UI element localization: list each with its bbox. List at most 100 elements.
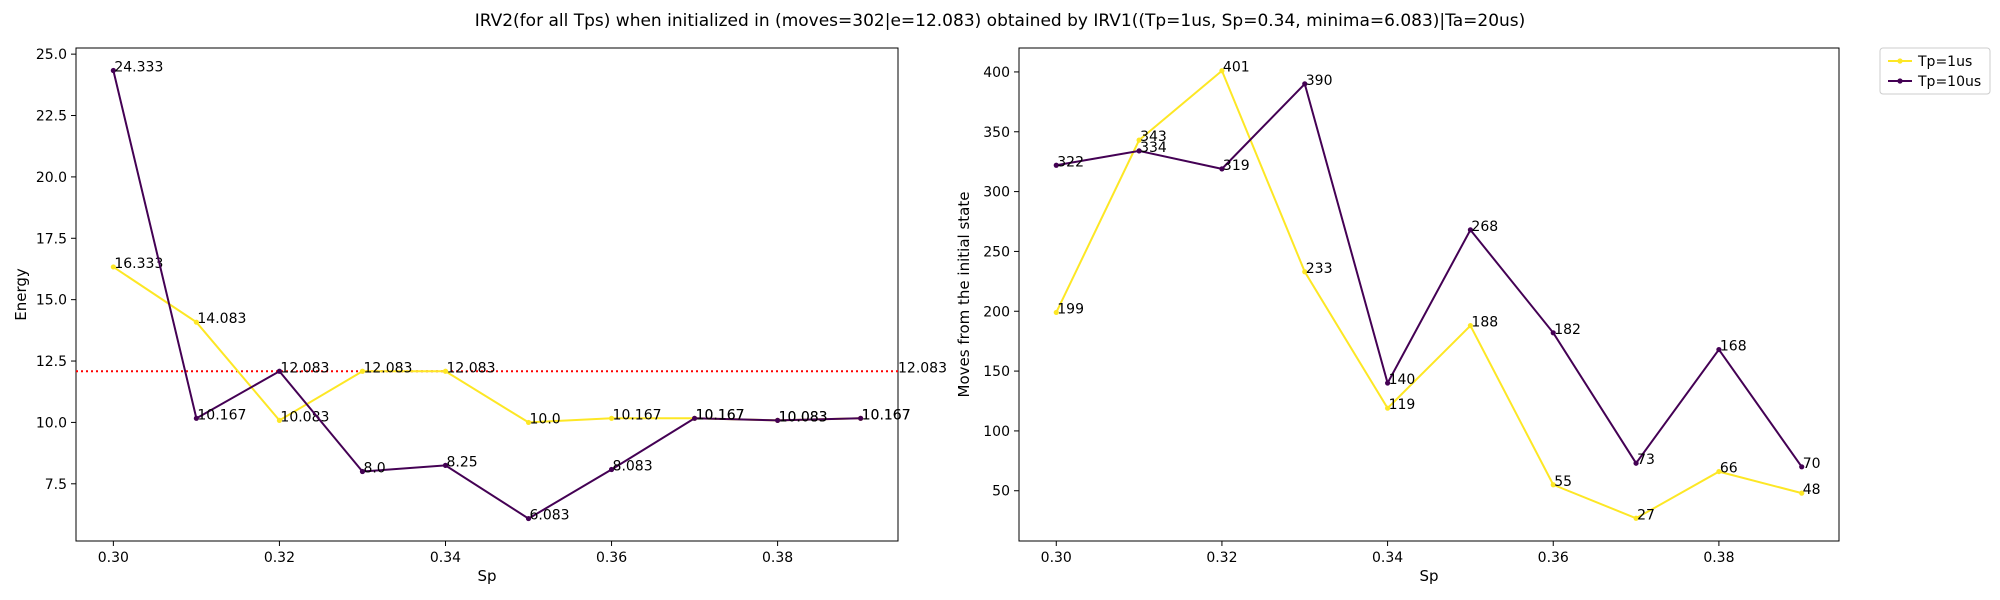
data-label: 233: [1306, 261, 1333, 277]
plot-frame: [75, 47, 899, 542]
data-label: 8.0: [363, 461, 385, 477]
x-tick-label: 0.34: [430, 550, 461, 566]
data-point: [1219, 68, 1225, 74]
data-label: 8.25: [446, 454, 477, 470]
x-tick-label: 0.38: [762, 550, 793, 566]
data-point: [1302, 81, 1308, 87]
data-point: [1467, 227, 1474, 233]
legend-label: Tp=1us: [1917, 54, 1972, 70]
data-point: [858, 415, 864, 421]
data-label: 119: [1389, 397, 1416, 413]
data-label: 66: [1720, 461, 1738, 477]
data-point: [691, 415, 698, 421]
data-point: [276, 417, 283, 423]
y-tick-label: 17.5: [36, 231, 67, 247]
data-point: [1384, 380, 1391, 386]
y-tick-label: 15.0: [36, 293, 67, 309]
data-label: 182: [1554, 322, 1581, 338]
y-tick-label: 300: [983, 185, 1010, 201]
data-point: [442, 368, 449, 374]
data-label: 10.083: [779, 409, 828, 425]
y-tick-label: 20.0: [36, 170, 67, 186]
data-label: 10.167: [862, 407, 911, 423]
data-label: 319: [1223, 158, 1250, 174]
data-point: [1136, 137, 1142, 143]
moves-subplot: 0.30 0.32 0.34 0.36 0.38 50 100 150 200 250 300 350…: [955, 47, 1840, 585]
y-tick-label: 200: [983, 304, 1010, 320]
data-point: [193, 415, 199, 421]
series-line-tp-10us: [1056, 81, 1803, 468]
data-label: 48: [1803, 482, 1821, 498]
data-label: 322: [1057, 154, 1084, 170]
y-axis-label: Energy: [12, 268, 30, 321]
y-tick-label: 22.5: [36, 109, 67, 125]
data-label: 10.167: [613, 407, 662, 423]
x-tick-label: 0.32: [264, 550, 295, 566]
data-point: [1550, 330, 1556, 336]
data-label: 27: [1637, 507, 1655, 523]
plot-frame: [1018, 47, 1840, 542]
data-label: 24.333: [114, 60, 163, 76]
data-point: [110, 67, 116, 74]
data-label: 199: [1057, 301, 1084, 317]
data-label: 73: [1637, 452, 1655, 468]
x-axis-label: Sp: [477, 567, 496, 585]
data-label: 8.083: [613, 458, 653, 474]
y-tick-label: 100: [983, 424, 1010, 440]
data-point: [775, 417, 781, 423]
x-axis-label: Sp: [1419, 567, 1438, 585]
y-axis-label: Moves from the initial state: [955, 192, 973, 398]
data-label: 401: [1223, 60, 1250, 76]
data-point: [359, 468, 366, 475]
data-label: 12.083: [363, 360, 412, 376]
data-point: [110, 264, 116, 270]
y-tick-label: 25.0: [36, 47, 67, 63]
data-point: [193, 319, 199, 325]
data-point: [1136, 148, 1142, 154]
data-label: 268: [1471, 219, 1498, 235]
data-point: [359, 368, 366, 374]
data-label: 10.0: [530, 411, 561, 427]
data-point: [1799, 464, 1805, 470]
data-point: [1716, 346, 1722, 353]
data-label: 12.083: [446, 360, 495, 376]
x-tick-label: 0.30: [98, 550, 129, 566]
x-tick-label: 0.38: [1703, 550, 1734, 566]
legend-swatch-marker: [1897, 58, 1903, 64]
y-tick-label: 250: [983, 244, 1010, 260]
data-point: [1633, 460, 1639, 466]
series-line-tp-10us: [112, 70, 861, 520]
data-point: [608, 466, 615, 473]
data-point: [1302, 269, 1308, 275]
x-tick-label: 0.36: [596, 550, 627, 566]
data-point: [1633, 515, 1639, 521]
legend: Tp=1us Tp=10us: [1879, 47, 1991, 95]
data-point: [525, 515, 532, 522]
data-label: 12.083: [280, 360, 329, 376]
data-label: 140: [1389, 372, 1416, 388]
data-label: 343: [1140, 129, 1167, 145]
y-tick-label: 350: [983, 125, 1010, 141]
y-tick-label: 7.5: [45, 477, 67, 493]
data-label: 188: [1471, 315, 1498, 331]
data-point: [276, 368, 283, 374]
energy-subplot: 0.30 0.32 0.34 0.36 0.38 7.5 10.0 12.5 15.0 17.5 2…: [12, 47, 947, 585]
data-label: 390: [1306, 73, 1333, 89]
data-point: [608, 415, 615, 421]
data-label: 10.083: [779, 409, 828, 425]
data-point: [1384, 405, 1391, 411]
data-point: [1219, 166, 1225, 172]
data-label: 10.167: [696, 407, 745, 423]
series-line-tp-1us: [1055, 69, 1802, 520]
y-tick-label: 400: [983, 65, 1010, 81]
data-label: 10.167: [862, 407, 911, 423]
data-point: [442, 462, 449, 468]
y-tick-label: 12.5: [36, 354, 67, 370]
data-point: [1053, 309, 1059, 316]
data-label: 55: [1554, 474, 1572, 490]
x-tick-label: 0.32: [1206, 550, 1237, 566]
reference-line-label: 12.083: [898, 360, 947, 376]
legend-label: Tp=10us: [1917, 74, 1981, 90]
